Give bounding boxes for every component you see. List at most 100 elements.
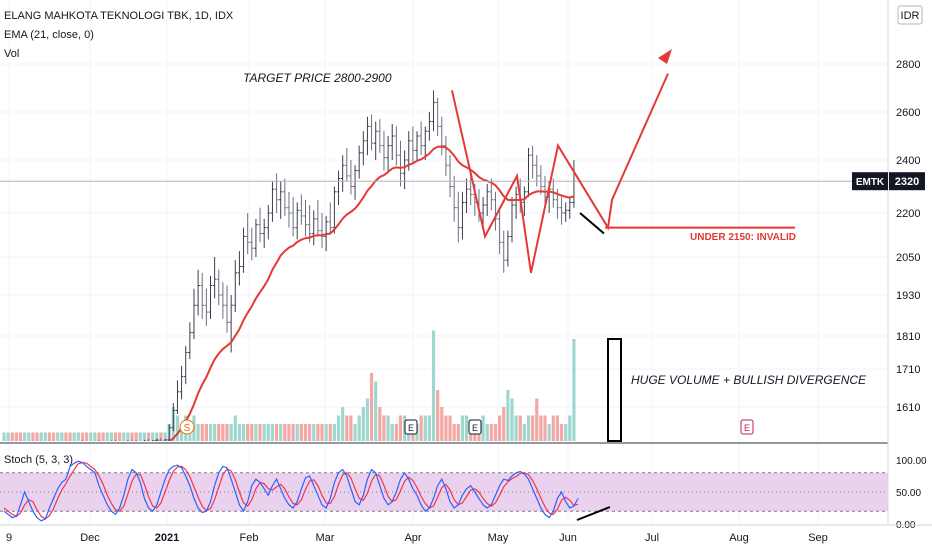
price-bar bbox=[127, 440, 129, 441]
stoch-label: Stoch (5, 3, 3) bbox=[4, 454, 73, 466]
volume-bar bbox=[547, 424, 551, 441]
earnings-marker[interactable] bbox=[468, 419, 482, 435]
price-bar bbox=[485, 183, 490, 216]
volume-bar bbox=[559, 424, 564, 441]
divergence-line bbox=[579, 212, 605, 235]
price-bar bbox=[204, 288, 209, 326]
currency-label: IDR bbox=[901, 10, 920, 22]
price-bar bbox=[530, 145, 535, 179]
volume-bar bbox=[464, 415, 469, 441]
volume-bar bbox=[514, 415, 518, 441]
price-bar bbox=[444, 136, 448, 176]
price-bar bbox=[320, 213, 324, 249]
price-axis-bg bbox=[888, 0, 932, 550]
price-bar bbox=[250, 227, 254, 261]
volume-bar bbox=[151, 432, 155, 441]
volume-bar bbox=[444, 415, 448, 441]
earnings-marker[interactable] bbox=[740, 419, 754, 435]
price-bar bbox=[365, 116, 370, 156]
price-bar bbox=[501, 230, 506, 273]
price-bar bbox=[316, 199, 320, 237]
volume-bar bbox=[254, 424, 258, 441]
price-bar bbox=[262, 218, 266, 249]
volume-bar bbox=[89, 432, 93, 441]
volume-bar bbox=[266, 424, 270, 441]
earnings-marker-letter: E bbox=[472, 423, 478, 433]
volume-bar bbox=[489, 424, 493, 441]
volume-bar bbox=[142, 432, 147, 441]
volume-bar bbox=[105, 432, 109, 441]
time-tick-label: Feb bbox=[240, 532, 259, 544]
volume-bar bbox=[47, 432, 52, 441]
price-bar bbox=[349, 160, 353, 195]
price-tick-label: 2050 bbox=[896, 252, 920, 264]
volume-bar bbox=[324, 424, 328, 441]
volume-bar bbox=[122, 432, 126, 441]
price-bar bbox=[506, 230, 510, 267]
volume-highlight-box bbox=[607, 338, 622, 442]
price-bar bbox=[200, 272, 205, 319]
volume-bar bbox=[312, 424, 316, 441]
price-bar bbox=[559, 197, 564, 225]
price-bar bbox=[307, 205, 312, 243]
volume-bar bbox=[481, 415, 485, 441]
price-bar bbox=[563, 202, 568, 222]
volume-bar bbox=[303, 424, 308, 441]
price-bar bbox=[179, 365, 184, 400]
volume-bar bbox=[31, 432, 35, 441]
volume-bar bbox=[341, 407, 345, 441]
grid bbox=[0, 0, 888, 525]
price-bar bbox=[423, 126, 428, 160]
volume-bar bbox=[336, 415, 341, 441]
price-bar bbox=[402, 150, 407, 190]
volume-bar bbox=[349, 415, 353, 441]
volume-bar bbox=[200, 424, 204, 441]
volume-legend: Vol bbox=[4, 48, 20, 60]
price-bars bbox=[48, 90, 576, 441]
volume-bar bbox=[279, 424, 283, 441]
volume-bar bbox=[208, 424, 213, 441]
stoch-divergence-line bbox=[576, 506, 611, 521]
price-bar bbox=[369, 114, 374, 151]
price-bar bbox=[510, 197, 514, 243]
volume-bar bbox=[568, 415, 572, 441]
currency-badge[interactable] bbox=[897, 5, 923, 25]
volume-bar bbox=[510, 398, 514, 441]
volume-bar bbox=[555, 415, 560, 441]
volume-bar bbox=[14, 432, 18, 441]
volume-bar bbox=[427, 415, 431, 441]
price-bar bbox=[452, 175, 456, 222]
volume-bar bbox=[543, 415, 547, 441]
price-bar bbox=[152, 440, 155, 441]
split-marker[interactable] bbox=[179, 419, 195, 435]
price-bar bbox=[266, 205, 271, 240]
arrow-head bbox=[658, 49, 672, 64]
earnings-marker[interactable] bbox=[404, 419, 418, 435]
volume-bar bbox=[361, 407, 365, 441]
price-bar bbox=[328, 202, 333, 234]
volume-bar bbox=[328, 424, 332, 441]
time-tick-label: May bbox=[488, 532, 509, 544]
price-tick-label: 2600 bbox=[896, 107, 920, 119]
time-tick-label: Apr bbox=[404, 532, 421, 544]
price-tick-label: 2800 bbox=[896, 59, 920, 71]
price-bar bbox=[175, 380, 180, 414]
price-tick-label: 2200 bbox=[896, 208, 920, 220]
price-bar bbox=[208, 276, 213, 319]
last-price-label: 2320 bbox=[895, 176, 919, 188]
price-bar bbox=[283, 178, 287, 216]
price-bar bbox=[98, 440, 100, 441]
price-bar bbox=[332, 186, 337, 234]
price-bar bbox=[456, 191, 461, 243]
price-bar bbox=[522, 186, 527, 216]
volume-bar bbox=[291, 424, 295, 441]
volume-bar bbox=[101, 432, 105, 441]
price-bar bbox=[378, 119, 382, 153]
volume-bar bbox=[241, 424, 246, 441]
price-bar bbox=[448, 155, 452, 198]
price-bar bbox=[183, 345, 188, 385]
volume-bar bbox=[27, 432, 31, 441]
volume-bar bbox=[386, 415, 390, 441]
price-bar bbox=[468, 173, 473, 206]
